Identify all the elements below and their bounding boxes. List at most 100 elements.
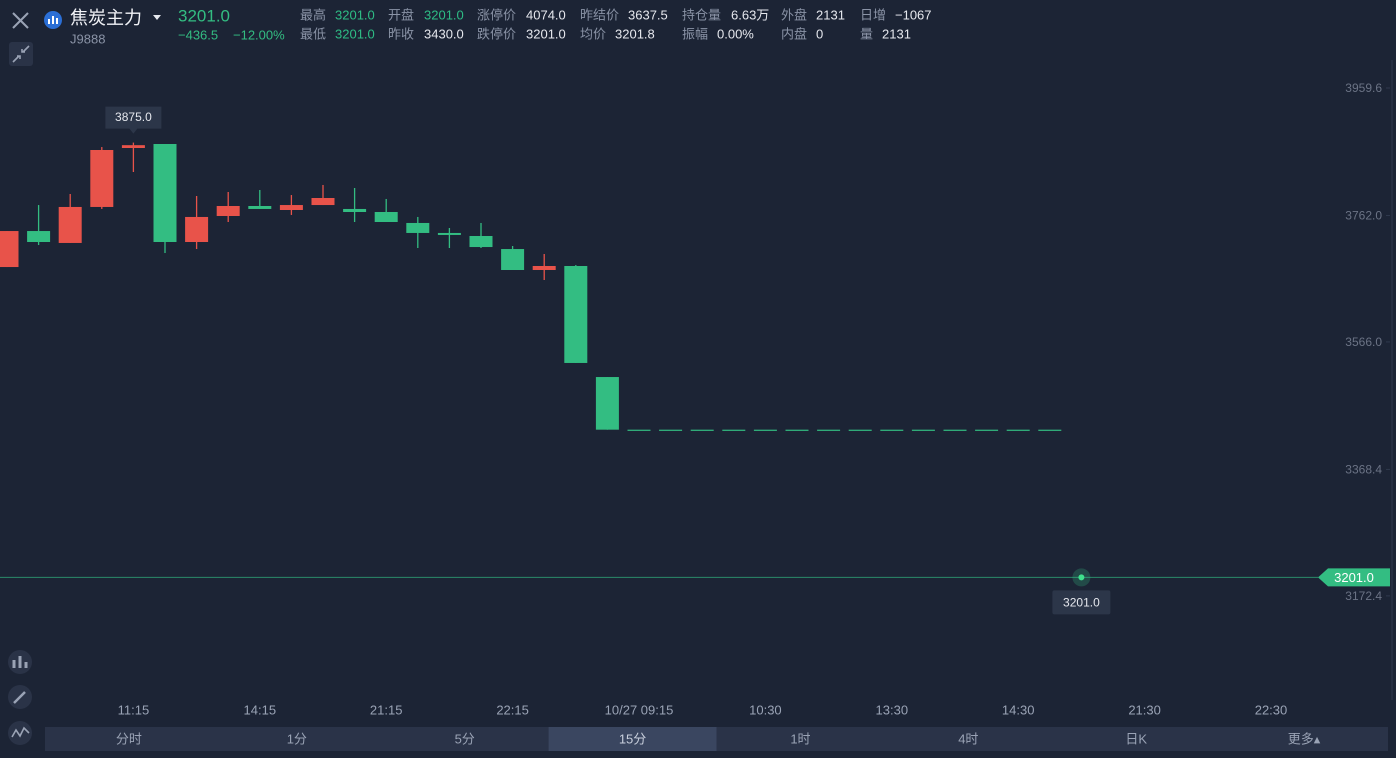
symbol-title[interactable]: 焦炭主力 (70, 8, 142, 28)
x-tick-label: 10:30 (749, 702, 782, 717)
candle-body (90, 150, 114, 207)
x-tick-label: 14:30 (1002, 702, 1035, 717)
x-tick-label: 13:30 (876, 702, 909, 717)
stat-label: 振幅 (682, 26, 708, 41)
candle-body (343, 208, 367, 212)
last-price-dot (1078, 574, 1085, 581)
stat-label: 涨停价 (477, 7, 516, 22)
x-tick-label: 21:30 (1128, 702, 1161, 717)
y-tick-label: 3566.0 (1345, 335, 1382, 349)
stat-value: 2131 (816, 7, 845, 22)
candle-body (58, 206, 82, 243)
candle-body (690, 429, 714, 431)
symbol-icon (44, 11, 62, 29)
candle-body (975, 429, 999, 431)
candle-body (943, 429, 967, 431)
symbol-dropdown[interactable] (153, 15, 161, 20)
candle-body (753, 429, 777, 431)
period-tab[interactable]: 4时 (958, 731, 978, 746)
candle-body (722, 429, 746, 431)
stat-value: 6.63万 (731, 7, 769, 22)
candle-body (627, 429, 651, 431)
symbol-code: J9888 (70, 31, 105, 46)
stat-value: 3430.0 (424, 26, 464, 41)
price-change: −436.5 (178, 27, 218, 42)
candle-body (437, 232, 461, 235)
period-tab[interactable]: 更多▴ (1288, 731, 1321, 746)
last-price-label: 3201.0 (1063, 596, 1100, 610)
candle-body (216, 206, 240, 216)
candle-body (1038, 429, 1062, 431)
candle-body (279, 205, 303, 210)
stat-label: 外盘 (781, 7, 807, 22)
stat-value: 4074.0 (526, 7, 566, 22)
stat-value: 3201.8 (615, 26, 655, 41)
stat-label: 内盘 (781, 26, 807, 41)
stat-value: 3201.0 (526, 26, 566, 41)
stat-label: 昨结价 (580, 7, 619, 22)
stat-value: 3201.0 (335, 7, 375, 22)
candle-body (374, 212, 398, 222)
last-price-tag (1318, 568, 1390, 587)
y-tick-label: 3959.6 (1345, 81, 1382, 95)
stat-value: 0 (816, 26, 823, 41)
draw-button[interactable] (8, 685, 32, 709)
candle-body (911, 429, 935, 431)
candle-body (659, 429, 683, 431)
period-tab-active (548, 727, 717, 751)
candle-body (153, 144, 177, 242)
stat-label: 最低 (300, 26, 326, 41)
candle-body (532, 266, 556, 270)
x-tick-label: 21:15 (370, 702, 403, 717)
max-label: 3875.0 (115, 110, 152, 124)
stat-label: 跌停价 (477, 26, 516, 41)
stat-value: 2131 (882, 26, 911, 41)
last-price: 3201.0 (178, 6, 230, 25)
stat-label: 最高 (300, 7, 326, 22)
candle-body (27, 231, 51, 242)
y-tick-label: 3762.0 (1345, 209, 1382, 223)
period-tab[interactable]: 1分 (287, 731, 307, 746)
price-change-pct: −12.00% (233, 27, 285, 42)
stat-label: 昨收 (388, 26, 414, 41)
shrink-button[interactable] (9, 42, 33, 66)
stat-value: 0.00% (717, 26, 754, 41)
period-tab[interactable]: 日K (1125, 731, 1147, 746)
candle-body (0, 231, 19, 268)
close-button[interactable] (12, 12, 29, 29)
candle-body (501, 249, 525, 270)
last-price-tag-label: 3201.0 (1334, 570, 1374, 585)
candle-body (185, 216, 209, 242)
stat-label: 均价 (580, 26, 606, 41)
x-tick-label: 22:30 (1255, 702, 1288, 717)
candle-body (564, 266, 588, 363)
last-price-label-box (1052, 590, 1111, 615)
candle-body (1006, 429, 1030, 431)
candle-body (785, 429, 809, 431)
x-tick-label: 11:15 (118, 702, 150, 717)
stat-value: 3201.0 (335, 26, 375, 41)
stat-value: 3637.5 (628, 7, 668, 22)
chart-type-button[interactable] (8, 650, 32, 674)
candle-body (880, 429, 904, 431)
x-tick-label: 10/27 09:15 (605, 702, 674, 717)
y-tick-label: 3172.4 (1345, 589, 1382, 603)
candle-body (817, 429, 841, 431)
indicator-button[interactable] (8, 721, 32, 745)
stat-label: 持仓量 (682, 7, 721, 22)
period-tab[interactable]: 5分 (455, 731, 475, 746)
period-tab[interactable]: 分时 (116, 731, 142, 746)
period-tab[interactable]: 1时 (790, 731, 810, 746)
y-tick-label: 3368.4 (1345, 463, 1382, 477)
candle-body (121, 145, 145, 148)
candle-body (311, 198, 335, 206)
period-tab[interactable]: 15分 (619, 731, 646, 746)
stat-value: 3201.0 (424, 7, 464, 22)
x-tick-label: 22:15 (496, 702, 529, 717)
stat-label: 日增 (860, 7, 886, 22)
candle-body (469, 236, 493, 248)
candle-body (248, 206, 272, 209)
